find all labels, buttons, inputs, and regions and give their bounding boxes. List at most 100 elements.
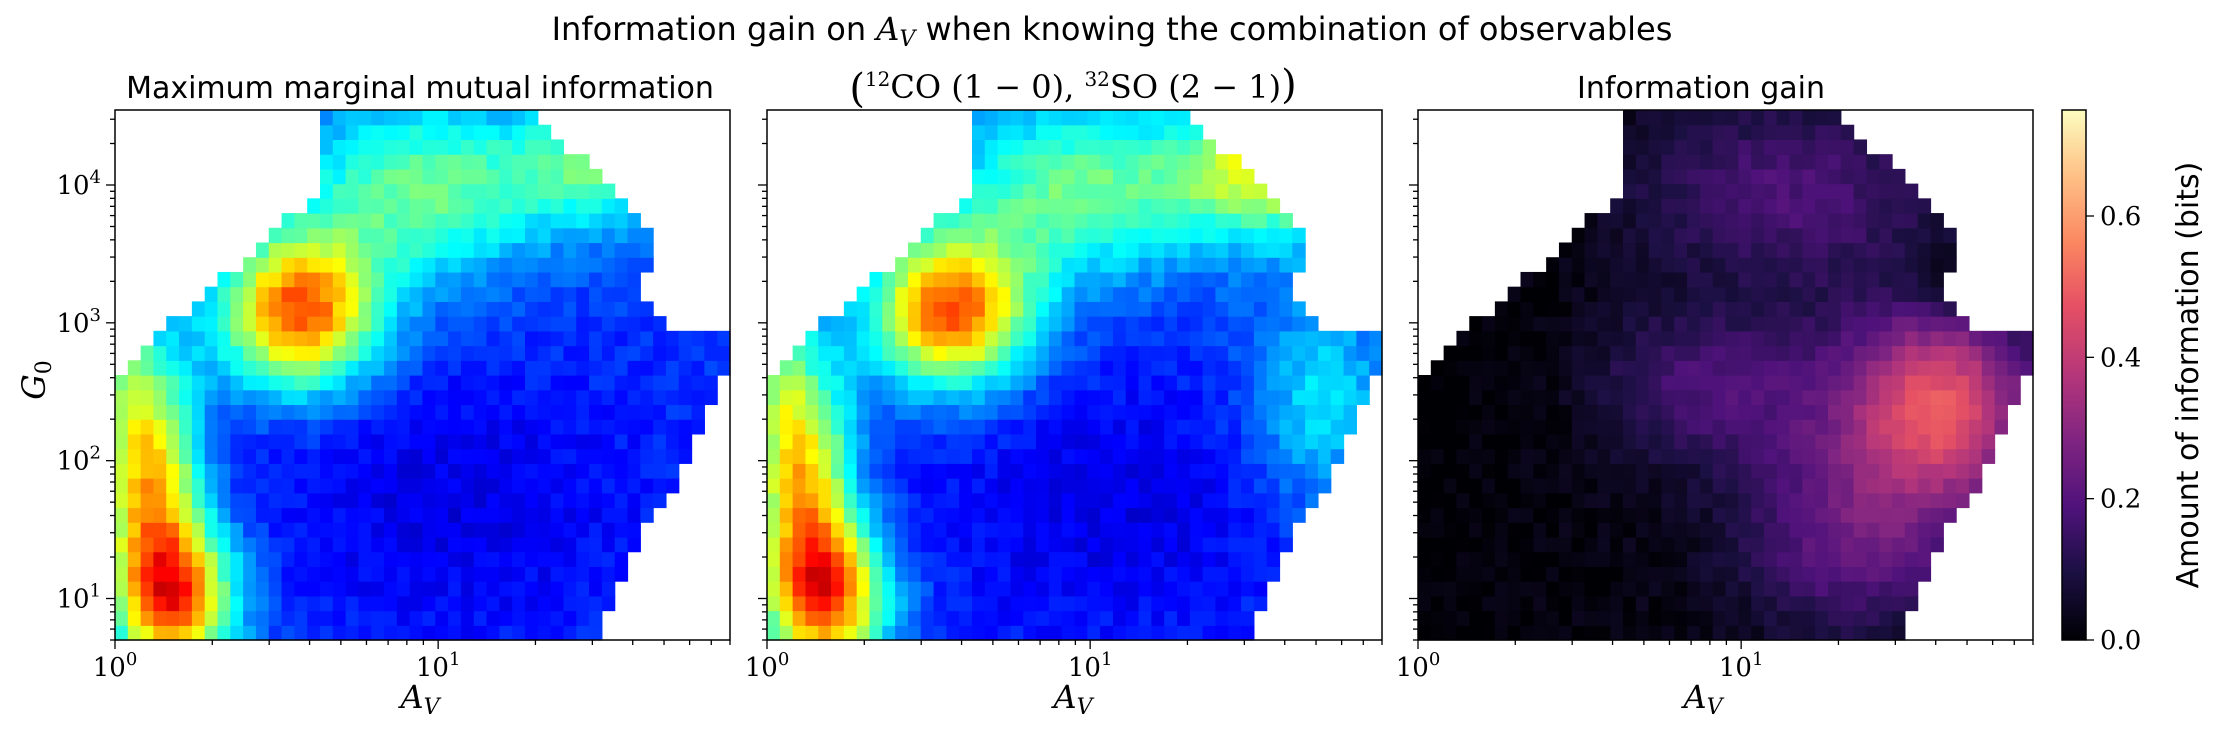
heatmap-cell xyxy=(435,124,449,141)
heatmap-cell xyxy=(358,124,372,141)
heatmap-cell xyxy=(972,183,986,199)
heatmap-cell xyxy=(1533,478,1547,494)
heatmap-cell xyxy=(1112,478,1127,494)
heatmap-cell xyxy=(473,536,488,553)
heatmap-cell xyxy=(499,492,513,509)
heatmap-cell xyxy=(1177,316,1191,332)
suptitle-prefix: Information gain on xyxy=(552,10,877,48)
heatmap-cell xyxy=(115,595,129,612)
heatmap-cell xyxy=(563,168,577,185)
heatmap-cell xyxy=(204,492,219,509)
heatmap-cell xyxy=(1751,551,1765,567)
heatmap-cell xyxy=(435,522,449,538)
heatmap-cell xyxy=(1241,183,1255,199)
heatmap-cell xyxy=(691,389,705,406)
heatmap-cell xyxy=(486,227,500,244)
heatmap-cell xyxy=(1443,625,1458,641)
heatmap-cell xyxy=(1138,183,1152,199)
heatmap-cell xyxy=(818,345,832,361)
heatmap-cell xyxy=(831,345,845,361)
heatmap-cell xyxy=(779,478,794,494)
heatmap-cell xyxy=(1138,478,1152,494)
heatmap-cell xyxy=(1776,345,1791,361)
heatmap-cell xyxy=(384,551,398,567)
heatmap-cell xyxy=(1087,316,1101,332)
heatmap-cell xyxy=(1048,286,1063,302)
heatmap-cell xyxy=(1802,198,1816,214)
heatmap-cell xyxy=(1738,286,1752,302)
heatmap-cell xyxy=(1177,433,1191,450)
heatmap-cell xyxy=(1892,257,1906,273)
heatmap-cell xyxy=(589,595,603,612)
heatmap-cell xyxy=(997,257,1012,273)
heatmap-cell xyxy=(1674,139,1688,155)
heatmap-cell xyxy=(1048,551,1063,567)
heatmap-cell xyxy=(1048,139,1063,155)
heatmap-cell xyxy=(1610,301,1624,317)
heatmap-cell xyxy=(1010,301,1024,317)
heatmap-cell xyxy=(792,566,807,582)
heatmap-cell xyxy=(1623,330,1637,347)
colorbar-tick-label: 0.4 xyxy=(2100,343,2141,373)
heatmap-cell xyxy=(1802,213,1816,229)
heatmap-cell xyxy=(1241,213,1255,229)
heatmap-cell xyxy=(1828,227,1842,244)
heatmap-cell xyxy=(1177,124,1191,141)
heatmap-cell xyxy=(473,271,488,288)
heatmap-cell xyxy=(550,389,565,406)
heatmap-cell xyxy=(1482,478,1496,494)
heatmap-cell xyxy=(1100,419,1114,435)
heatmap-cell xyxy=(255,360,270,376)
heatmap-cell xyxy=(563,551,577,567)
heatmap-cell xyxy=(1061,257,1076,273)
heatmap-cell xyxy=(831,492,845,509)
heatmap-cell xyxy=(1866,625,1880,641)
heatmap-cell xyxy=(409,345,424,361)
heatmap-cell xyxy=(307,271,321,288)
heatmap-cell xyxy=(1482,536,1496,553)
heatmap-cell xyxy=(1853,581,1868,597)
heatmap-cell xyxy=(1738,610,1752,626)
heatmap-cell xyxy=(1087,404,1101,420)
heatmap-cell xyxy=(1789,301,1803,317)
heatmap-cell xyxy=(1241,625,1255,641)
heatmap-cell xyxy=(1635,345,1650,361)
heatmap-cell xyxy=(933,419,947,435)
heatmap-cell xyxy=(320,595,334,612)
heatmap-cell xyxy=(1202,581,1217,597)
heatmap-cell xyxy=(486,301,500,317)
heatmap-cell xyxy=(1687,595,1701,612)
heatmap-cell xyxy=(294,213,308,229)
heatmap-cell xyxy=(767,522,781,538)
heatmap-cell xyxy=(409,110,424,126)
heatmap-cell xyxy=(486,110,500,126)
heatmap-cell xyxy=(1036,360,1050,376)
heatmap-cell xyxy=(1981,360,1996,376)
heatmap-cell xyxy=(1802,301,1816,317)
heatmap-cell xyxy=(448,213,462,229)
heatmap-cell xyxy=(959,463,973,479)
heatmap-cell xyxy=(525,389,539,406)
heatmap-cell xyxy=(920,316,935,332)
heatmap-cell xyxy=(1571,536,1586,553)
heatmap-cell xyxy=(1443,360,1458,376)
heatmap-cell xyxy=(1228,198,1242,214)
heatmap-cell xyxy=(882,301,896,317)
heatmap-cell xyxy=(499,551,513,567)
heatmap-cell xyxy=(1305,404,1319,420)
heatmap-cell xyxy=(1610,448,1624,464)
heatmap-cell xyxy=(230,448,244,464)
heatmap-cell xyxy=(358,625,372,641)
heatmap-cell xyxy=(1725,227,1739,244)
heatmap-cell xyxy=(1687,566,1701,582)
heatmap-cell xyxy=(1699,566,1714,582)
heatmap-cell xyxy=(396,536,411,553)
heatmap-cell xyxy=(946,433,960,450)
heatmap-cell xyxy=(627,522,641,538)
heatmap-cell xyxy=(1443,419,1458,435)
heatmap-cell xyxy=(1776,110,1791,126)
heatmap-cell xyxy=(1215,433,1229,450)
heatmap-cell xyxy=(153,507,167,523)
heatmap-cell xyxy=(933,595,947,612)
heatmap-cell xyxy=(1164,154,1178,170)
